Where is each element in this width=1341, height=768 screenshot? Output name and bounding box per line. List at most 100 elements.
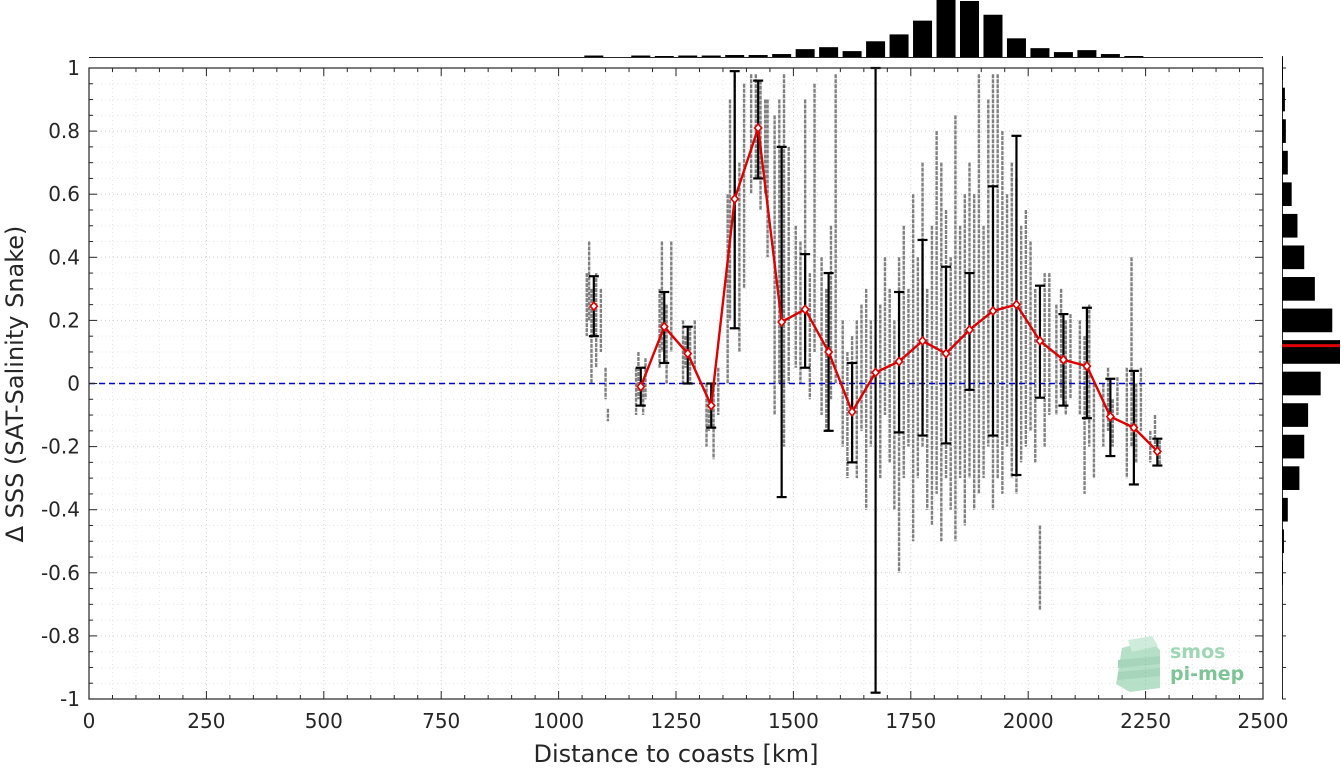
top-histogram-bar	[725, 55, 745, 57]
top-histogram	[89, 0, 1263, 58]
y-tick-label: -0.6	[41, 561, 80, 585]
top-histogram-bar	[983, 14, 1003, 58]
y-tick-label: 0.2	[48, 308, 80, 332]
mean-point	[730, 193, 740, 205]
logo-text-smos: smos	[1170, 641, 1225, 663]
mean-point	[706, 400, 716, 411]
right-histogram-bar	[1282, 560, 1283, 585]
y-tick-label: -1	[60, 687, 80, 711]
top-histogram-bar	[631, 55, 651, 57]
mean-point	[894, 356, 904, 367]
x-tick-label: 1000	[533, 709, 584, 733]
mean-point	[1011, 299, 1022, 310]
top-histogram-bar	[772, 54, 792, 57]
right-histogram-bar	[1282, 182, 1292, 207]
x-tick-labels: 0 250 500 750 1000 1250 1500 1750 2000 2250 2500	[83, 709, 1289, 733]
right-histogram-bar	[1282, 466, 1300, 490]
mean-point	[659, 321, 669, 332]
mean-point	[1105, 411, 1115, 422]
y-tick-label: -0.4	[41, 498, 80, 522]
right-histogram-bar	[1282, 497, 1288, 522]
right-histogram-bar	[1282, 56, 1283, 80]
mean-point	[800, 304, 810, 315]
logo-mark-icon	[1116, 636, 1160, 692]
top-histogram-bar	[584, 55, 604, 57]
y-axis-label: Δ SSS (SAT-Salinity Snake)	[1, 226, 29, 543]
mean-point	[1129, 422, 1139, 433]
top-histogram-bar	[1006, 38, 1026, 57]
scatter-points	[585, 74, 1161, 611]
y-tick-label: -0.2	[41, 435, 80, 459]
mean-point	[964, 324, 975, 336]
top-histogram-bar	[1124, 56, 1144, 57]
right-histogram-bar	[1282, 277, 1315, 301]
mean-point	[917, 335, 928, 347]
mean-point	[1058, 354, 1068, 366]
top-histogram-bar	[654, 56, 674, 57]
right-histogram-bar	[1282, 529, 1284, 554]
right-histogram-bar	[1282, 403, 1309, 427]
mean-point	[777, 316, 787, 328]
error-bars	[588, 66, 1163, 694]
x-axis-label: Distance to coasts [km]	[534, 740, 819, 768]
top-histogram-bar	[701, 55, 721, 57]
x-tick-label: 1500	[768, 709, 819, 733]
y-tick-labels: 1 0.8 0.6 0.4 0.2 0 -0.2 -0.4 -0.6 -0.8 -1	[41, 56, 80, 711]
top-histogram-bar	[678, 55, 698, 57]
mean-point	[847, 406, 857, 418]
mean-point	[941, 348, 951, 359]
top-histogram-bar	[1077, 50, 1097, 57]
top-histogram-bar	[819, 47, 839, 57]
mean-line	[589, 122, 1162, 457]
x-tick-label: 1250	[651, 709, 702, 733]
top-histogram-bar	[748, 55, 768, 57]
x-tick-label: 2500	[1238, 709, 1289, 733]
x-tick-label: 750	[422, 709, 460, 733]
right-histogram-bar	[1282, 150, 1288, 175]
axes	[88, 67, 1264, 700]
mean-point	[824, 346, 834, 358]
y-tick-label: 1	[67, 56, 80, 80]
logo: smos pi-mep	[1116, 636, 1244, 692]
x-tick-label: 2000	[1003, 709, 1054, 733]
y-tick-label: 0.6	[48, 182, 80, 206]
right-histogram-bar	[1282, 245, 1305, 270]
right-histogram-bar	[1282, 87, 1285, 112]
y-tick-label: 0	[67, 372, 80, 396]
right-histogram-bar	[1282, 340, 1340, 364]
x-tick-label: 250	[187, 709, 225, 733]
right-histogram-bar	[1282, 371, 1321, 396]
x-tick-label: 500	[305, 709, 343, 733]
logo-text-pimep: pi-mep	[1170, 663, 1244, 685]
mean-point	[636, 381, 646, 392]
top-histogram-bar	[913, 20, 933, 57]
top-histogram-bar	[889, 34, 909, 57]
right-histogram-bar	[1282, 434, 1305, 459]
top-histogram-bar	[795, 49, 815, 57]
mean-point	[1082, 360, 1092, 372]
top-histogram-bar	[936, 0, 956, 57]
mean-point	[753, 122, 763, 134]
top-histogram-bar	[866, 41, 886, 57]
top-histogram-bar	[1053, 52, 1073, 57]
x-tick-label: 0	[83, 709, 96, 733]
x-tick-label: 2250	[1120, 709, 1171, 733]
mean-point	[871, 367, 881, 378]
y-tick-label: 0.8	[48, 119, 80, 143]
mean-point	[1035, 335, 1045, 347]
right-histogram-bar	[1282, 213, 1298, 238]
right-histogram-bar	[1282, 119, 1286, 143]
mean-point	[683, 348, 693, 359]
top-histogram-bar	[842, 51, 862, 57]
top-histogram-bar	[1030, 48, 1050, 57]
x-tick-label: 1750	[885, 709, 936, 733]
mean-point	[589, 300, 599, 312]
right-histogram	[1282, 56, 1340, 700]
y-tick-label: 0.4	[48, 245, 80, 269]
right-histogram-bar	[1282, 308, 1333, 333]
y-tick-label: -0.8	[41, 624, 80, 648]
top-histogram-bar	[1100, 54, 1120, 57]
mean-point	[1152, 446, 1162, 457]
mean-point	[988, 305, 998, 317]
